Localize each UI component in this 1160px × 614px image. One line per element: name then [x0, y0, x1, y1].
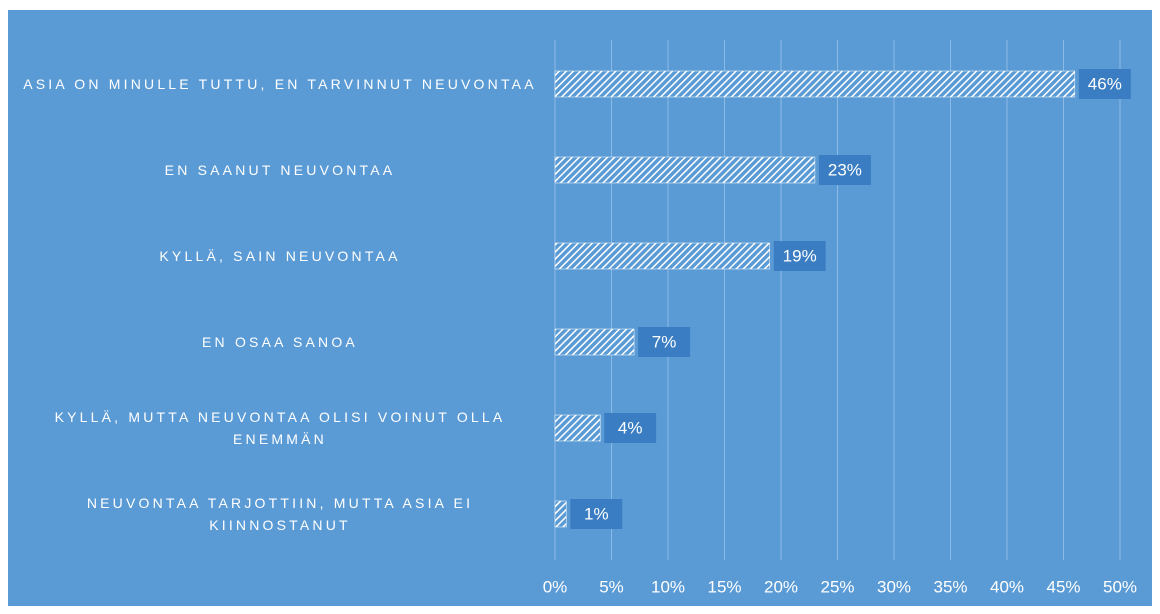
bar — [554, 500, 567, 528]
x-tick-label: 5% — [599, 577, 624, 596]
bar — [554, 242, 770, 270]
category-label: EN OSAA SANOA — [202, 334, 358, 350]
value-label-box — [604, 413, 657, 443]
x-tick-label: 15% — [707, 577, 741, 596]
value-label: 7% — [652, 332, 677, 351]
x-tick-label: 45% — [1046, 577, 1080, 596]
value-label-box — [570, 499, 623, 529]
category-label: EN SAANUT NEUVONTAA — [164, 162, 396, 178]
value-label: 1% — [584, 504, 609, 523]
bar — [554, 328, 635, 356]
x-tick-label: 0% — [543, 577, 568, 596]
x-tick-label: 50% — [1103, 577, 1137, 596]
value-label-box — [773, 241, 826, 271]
value-label-box — [638, 327, 691, 357]
category-label: ASIA ON MINULLE TUTTU, EN TARVINNUT NEUV… — [23, 76, 537, 92]
category-label: KYLLÄ, SAIN NEUVONTAA — [159, 248, 401, 264]
value-label-box — [1078, 69, 1131, 99]
bar — [554, 70, 1076, 98]
x-tick-label: 35% — [933, 577, 967, 596]
bar — [554, 414, 601, 442]
category-label: NEUVONTAA TARJOTTIIN, MUTTA ASIA EI KIIN… — [86, 495, 474, 533]
value-label: 4% — [618, 418, 643, 437]
x-tick-label: 25% — [820, 577, 854, 596]
category-label: KYLLÄ, MUTTA NEUVONTAA OLISI VOINUT OLLA… — [54, 409, 506, 447]
value-label: 23% — [828, 160, 862, 179]
value-label-box — [818, 155, 871, 185]
x-tick-label: 30% — [877, 577, 911, 596]
x-tick-label: 10% — [651, 577, 685, 596]
bar — [554, 156, 816, 184]
value-label: 19% — [783, 246, 817, 265]
value-label: 46% — [1088, 74, 1122, 93]
x-tick-label: 40% — [990, 577, 1024, 596]
x-tick-label: 20% — [764, 577, 798, 596]
